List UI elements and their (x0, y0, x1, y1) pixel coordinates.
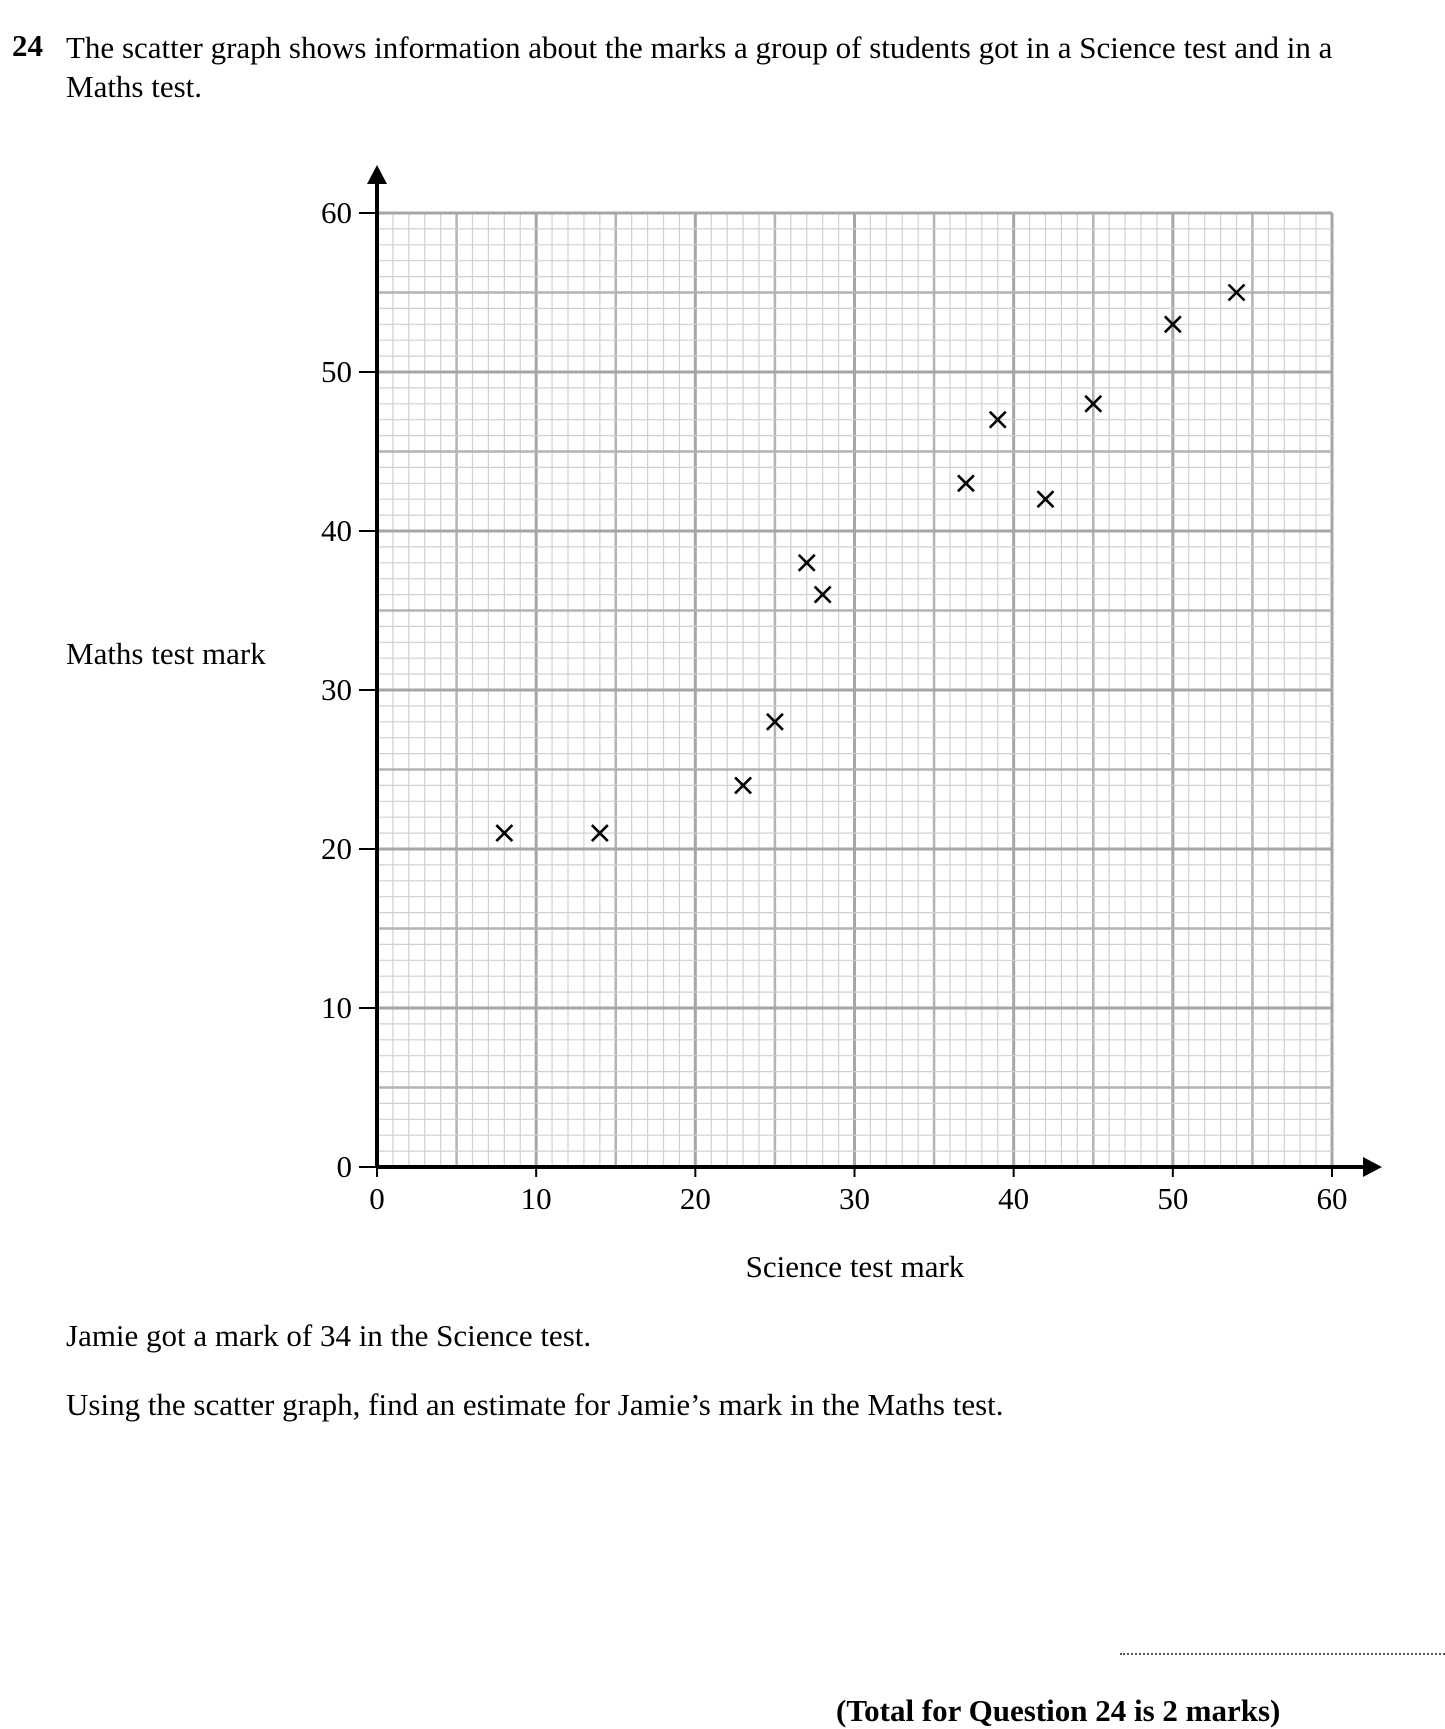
data-point-stroke (765, 712, 784, 731)
data-point (813, 585, 832, 604)
y-tick-label: 40 (321, 513, 352, 548)
y-tick-label: 60 (321, 195, 352, 230)
x-axis-label: Science test mark (746, 1249, 965, 1284)
data-point (797, 553, 816, 572)
x-tick-label: 40 (998, 1181, 1029, 1216)
y-axis-label: Maths test mark (66, 636, 266, 671)
data-point-stroke (495, 824, 514, 843)
data-point-stroke (813, 585, 832, 604)
x-tick-label: 0 (369, 1181, 385, 1216)
data-point (1163, 315, 1182, 334)
data-point (1084, 394, 1103, 413)
data-point (988, 410, 1007, 429)
chart-axes (367, 165, 1382, 1177)
data-point (1227, 283, 1246, 302)
data-point (956, 474, 975, 493)
y-tick-label: 30 (321, 672, 352, 707)
data-point (495, 824, 514, 843)
data-point-stroke (797, 553, 816, 572)
chart-grid (375, 211, 1334, 1169)
y-axis-arrow (367, 165, 387, 184)
x-tick-label: 60 (1317, 1181, 1348, 1216)
y-tick-label: 20 (321, 831, 352, 866)
data-point-stroke (1084, 394, 1103, 413)
x-axis-arrow (1363, 1157, 1382, 1177)
x-tick-label: 50 (1157, 1181, 1188, 1216)
y-tick-label: 0 (337, 1149, 353, 1184)
data-point-stroke (988, 410, 1007, 429)
x-tick-label: 20 (680, 1181, 711, 1216)
data-point-stroke (1227, 283, 1246, 302)
answer-line[interactable] (1120, 1653, 1445, 1655)
body-line-2: Using the scatter graph, find an estimat… (66, 1387, 1004, 1422)
data-point-stroke (734, 776, 753, 795)
data-point-stroke (1036, 490, 1055, 509)
x-tick-label: 30 (839, 1181, 870, 1216)
data-point (590, 824, 609, 843)
data-point (765, 712, 784, 731)
chart-points (495, 283, 1246, 843)
data-point (1036, 490, 1055, 509)
question-number: 24 (12, 28, 43, 63)
data-point-stroke (1163, 315, 1182, 334)
chart-ticks: 0 10 20 30 40 50 60 0 10 20 30 40 50 60 (321, 195, 1348, 1216)
body-line-1: Jamie got a mark of 34 in the Science te… (66, 1318, 592, 1353)
x-tick-label: 10 (521, 1181, 552, 1216)
question-text: The scatter graph shows information abou… (66, 30, 1333, 104)
data-point-stroke (956, 474, 975, 493)
y-tick-label: 50 (321, 354, 352, 389)
y-tick-label: 10 (321, 990, 352, 1025)
scatter-graph: 0 10 20 30 40 50 60 0 10 20 30 40 50 60 Science test … (321, 165, 1382, 1284)
data-point-stroke (590, 824, 609, 843)
data-point (734, 776, 753, 795)
total-marks: (Total for Question 24 is 2 marks) (836, 1693, 1281, 1728)
